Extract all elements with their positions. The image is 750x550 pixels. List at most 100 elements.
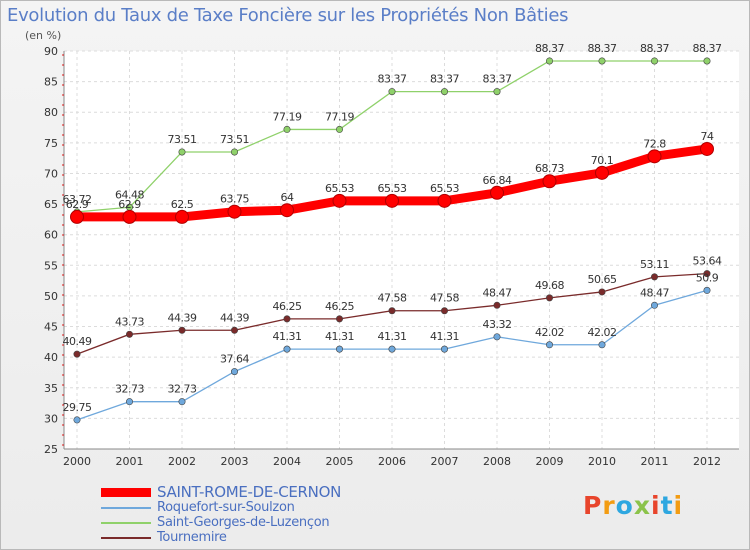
x-tick-label: 2011: [641, 455, 669, 468]
axis-dot: [62, 384, 64, 386]
data-point: [227, 204, 242, 219]
data-label: 68.73: [535, 162, 564, 175]
axis-dot: [62, 144, 64, 146]
data-point: [175, 209, 189, 224]
axis-dot: [62, 54, 64, 56]
x-tick-label: 2006: [378, 455, 406, 468]
data-point: [647, 149, 662, 164]
data-point: [388, 345, 396, 353]
legend-swatch: [101, 537, 151, 539]
data-point: [335, 125, 343, 133]
y-tick-label: 65: [44, 198, 58, 211]
data-point: [650, 273, 658, 281]
data-label: 62.9: [118, 198, 141, 211]
proxiti-logo: Proxiti: [583, 491, 684, 520]
data-label: 53.64: [693, 255, 722, 268]
data-point: [73, 416, 81, 424]
data-point: [332, 193, 347, 208]
x-tick-label: 2005: [326, 455, 354, 468]
data-label: 49.68: [535, 279, 564, 292]
legend-swatch: [101, 507, 151, 509]
data-label: 64: [281, 191, 294, 204]
y-tick-label: 70: [44, 167, 58, 180]
data-label: 32.73: [168, 383, 197, 396]
data-label: 41.31: [325, 330, 354, 343]
data-point: [385, 193, 399, 208]
data-point: [178, 398, 186, 406]
axis-dot: [62, 104, 64, 106]
legend-label: SAINT-ROME-DE-CERNON: [157, 483, 342, 501]
axis-dot: [62, 154, 64, 156]
data-point: [650, 301, 658, 309]
axis-dot: [62, 374, 64, 376]
data-point: [440, 88, 448, 96]
axis-dot: [62, 224, 64, 226]
data-label: 73.51: [220, 133, 249, 146]
y-tick-label: 75: [44, 137, 58, 150]
x-tick-label: 2008: [483, 455, 511, 468]
axis-dot: [62, 214, 64, 216]
axis-dot: [62, 314, 64, 316]
data-point: [700, 141, 714, 156]
data-point: [283, 315, 291, 323]
plot-area: [64, 51, 739, 449]
data-label: 66.84: [483, 174, 512, 187]
y-tick-label: 50: [44, 290, 58, 303]
data-label: 48.47: [483, 286, 512, 299]
x-tick-label: 2009: [536, 455, 564, 468]
x-tick-label: 2010: [588, 455, 616, 468]
unit-label: (en %): [25, 29, 62, 42]
data-label: 48.47: [640, 286, 669, 299]
data-point: [545, 341, 553, 349]
legend-label: Roquefort-sur-Soulzon: [157, 500, 295, 515]
x-tick-label: 2012: [693, 455, 721, 468]
data-label: 43.73: [115, 315, 144, 328]
data-label: 37.64: [220, 353, 249, 366]
data-label: 64.48: [115, 188, 144, 201]
legend-swatch: [101, 488, 151, 497]
axis-dot: [62, 234, 64, 236]
data-point: [231, 326, 239, 334]
axis-dot: [62, 444, 64, 446]
y-tick-label: 30: [44, 412, 58, 425]
axis-dot: [62, 344, 64, 346]
x-tick-label: 2004: [273, 455, 301, 468]
data-point: [650, 57, 658, 65]
data-point: [598, 288, 606, 296]
y-tick-label: 35: [44, 382, 58, 395]
data-label: 83.37: [483, 73, 512, 86]
data-point: [73, 350, 81, 358]
axis-dot: [62, 64, 64, 66]
data-label: 42.02: [588, 326, 617, 339]
axis-dot: [62, 254, 64, 256]
data-label: 62.9: [66, 198, 89, 211]
data-label: 46.25: [273, 300, 302, 313]
data-label: 77.19: [273, 110, 302, 123]
data-point: [231, 368, 239, 376]
data-point: [388, 88, 396, 96]
axis-dot: [62, 284, 64, 286]
data-label: 29.75: [63, 401, 92, 414]
data-point: [598, 341, 606, 349]
line-chart: 25 30 35 40 45 50 55 60 65 70 75 80 85 90 2000 2001 2002…: [44, 42, 739, 468]
data-label: 63.72: [63, 193, 92, 206]
data-label: 88.37: [588, 42, 617, 55]
data-point: [703, 286, 711, 294]
legend-label: Tournemire: [157, 530, 227, 545]
x-tick-label: 2007: [431, 455, 459, 468]
x-tick-label: 2001: [116, 455, 144, 468]
data-point: [440, 307, 448, 315]
data-point: [335, 345, 343, 353]
data-point: [440, 345, 448, 353]
y-tick-label: 25: [44, 443, 58, 456]
data-point: [703, 57, 711, 65]
data-label: 50.9: [696, 271, 719, 284]
axis-dot: [62, 134, 64, 136]
axis-dot: [62, 424, 64, 426]
data-label: 65.53: [430, 182, 459, 195]
data-label: 41.31: [273, 330, 302, 343]
axis-dot: [62, 324, 64, 326]
data-point: [493, 333, 501, 341]
data-point: [70, 209, 84, 224]
data-label: 50.65: [588, 273, 617, 286]
